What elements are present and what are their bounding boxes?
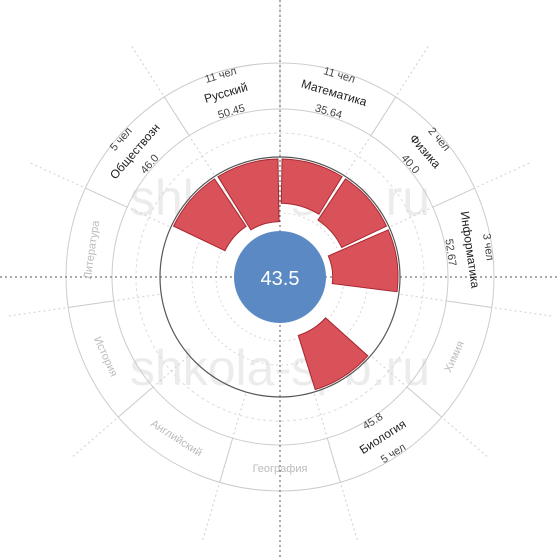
radial-gridline — [8, 293, 160, 317]
subject-score: 52.67 — [442, 238, 458, 267]
subject-name-inactive: География — [253, 463, 308, 475]
segment-divider — [163, 96, 190, 136]
subject-name-inactive: Химия — [442, 339, 467, 374]
segment-divider — [68, 300, 114, 308]
subject-name-inactive: Литература — [82, 219, 102, 280]
bar-Физика — [317, 178, 388, 249]
subject-score: 35.64 — [314, 102, 344, 121]
radial-gridline — [371, 356, 488, 457]
subject-name: Математика — [300, 77, 369, 110]
segment-divider — [446, 300, 492, 308]
bar-Информатика — [327, 229, 399, 293]
radial-gridline — [72, 356, 189, 457]
radial-gridline — [313, 393, 358, 541]
label-group-География: География — [253, 463, 308, 475]
radial-gridline — [400, 293, 552, 317]
label-group-История: История — [91, 335, 120, 379]
average-value: 43.5 — [261, 268, 300, 290]
radial-gridline — [345, 46, 429, 175]
label-group-Английский: Английский — [148, 418, 204, 460]
segment-divider — [219, 438, 234, 483]
bar-Математика — [280, 158, 343, 215]
segment-divider — [326, 438, 341, 483]
average-circle — [234, 231, 326, 323]
subject-name-inactive: История — [91, 335, 120, 379]
radial-gridline — [390, 162, 530, 227]
segment-divider — [432, 187, 475, 208]
segment-divider — [406, 386, 443, 418]
radial-gridline — [30, 162, 170, 227]
subject-count: 5 чел — [379, 441, 408, 466]
subject-count: 3 чел — [480, 233, 496, 262]
segment-divider — [85, 187, 128, 208]
chart-bars — [172, 158, 399, 391]
label-group-Литература: Литература — [82, 219, 102, 280]
segment-divider — [370, 96, 397, 136]
subject-name-inactive: Английский — [148, 418, 204, 460]
bar-Обществозн — [172, 178, 247, 252]
label-group-Химия: Химия — [442, 339, 467, 374]
segment-divider — [117, 386, 154, 418]
radial-gridline — [202, 393, 247, 541]
subject-score: 50.45 — [217, 102, 247, 121]
center-group: 43.5 — [234, 231, 326, 323]
bar-Биология — [297, 317, 369, 391]
bar-Русский — [217, 158, 280, 231]
radial-gridline — [131, 46, 215, 175]
